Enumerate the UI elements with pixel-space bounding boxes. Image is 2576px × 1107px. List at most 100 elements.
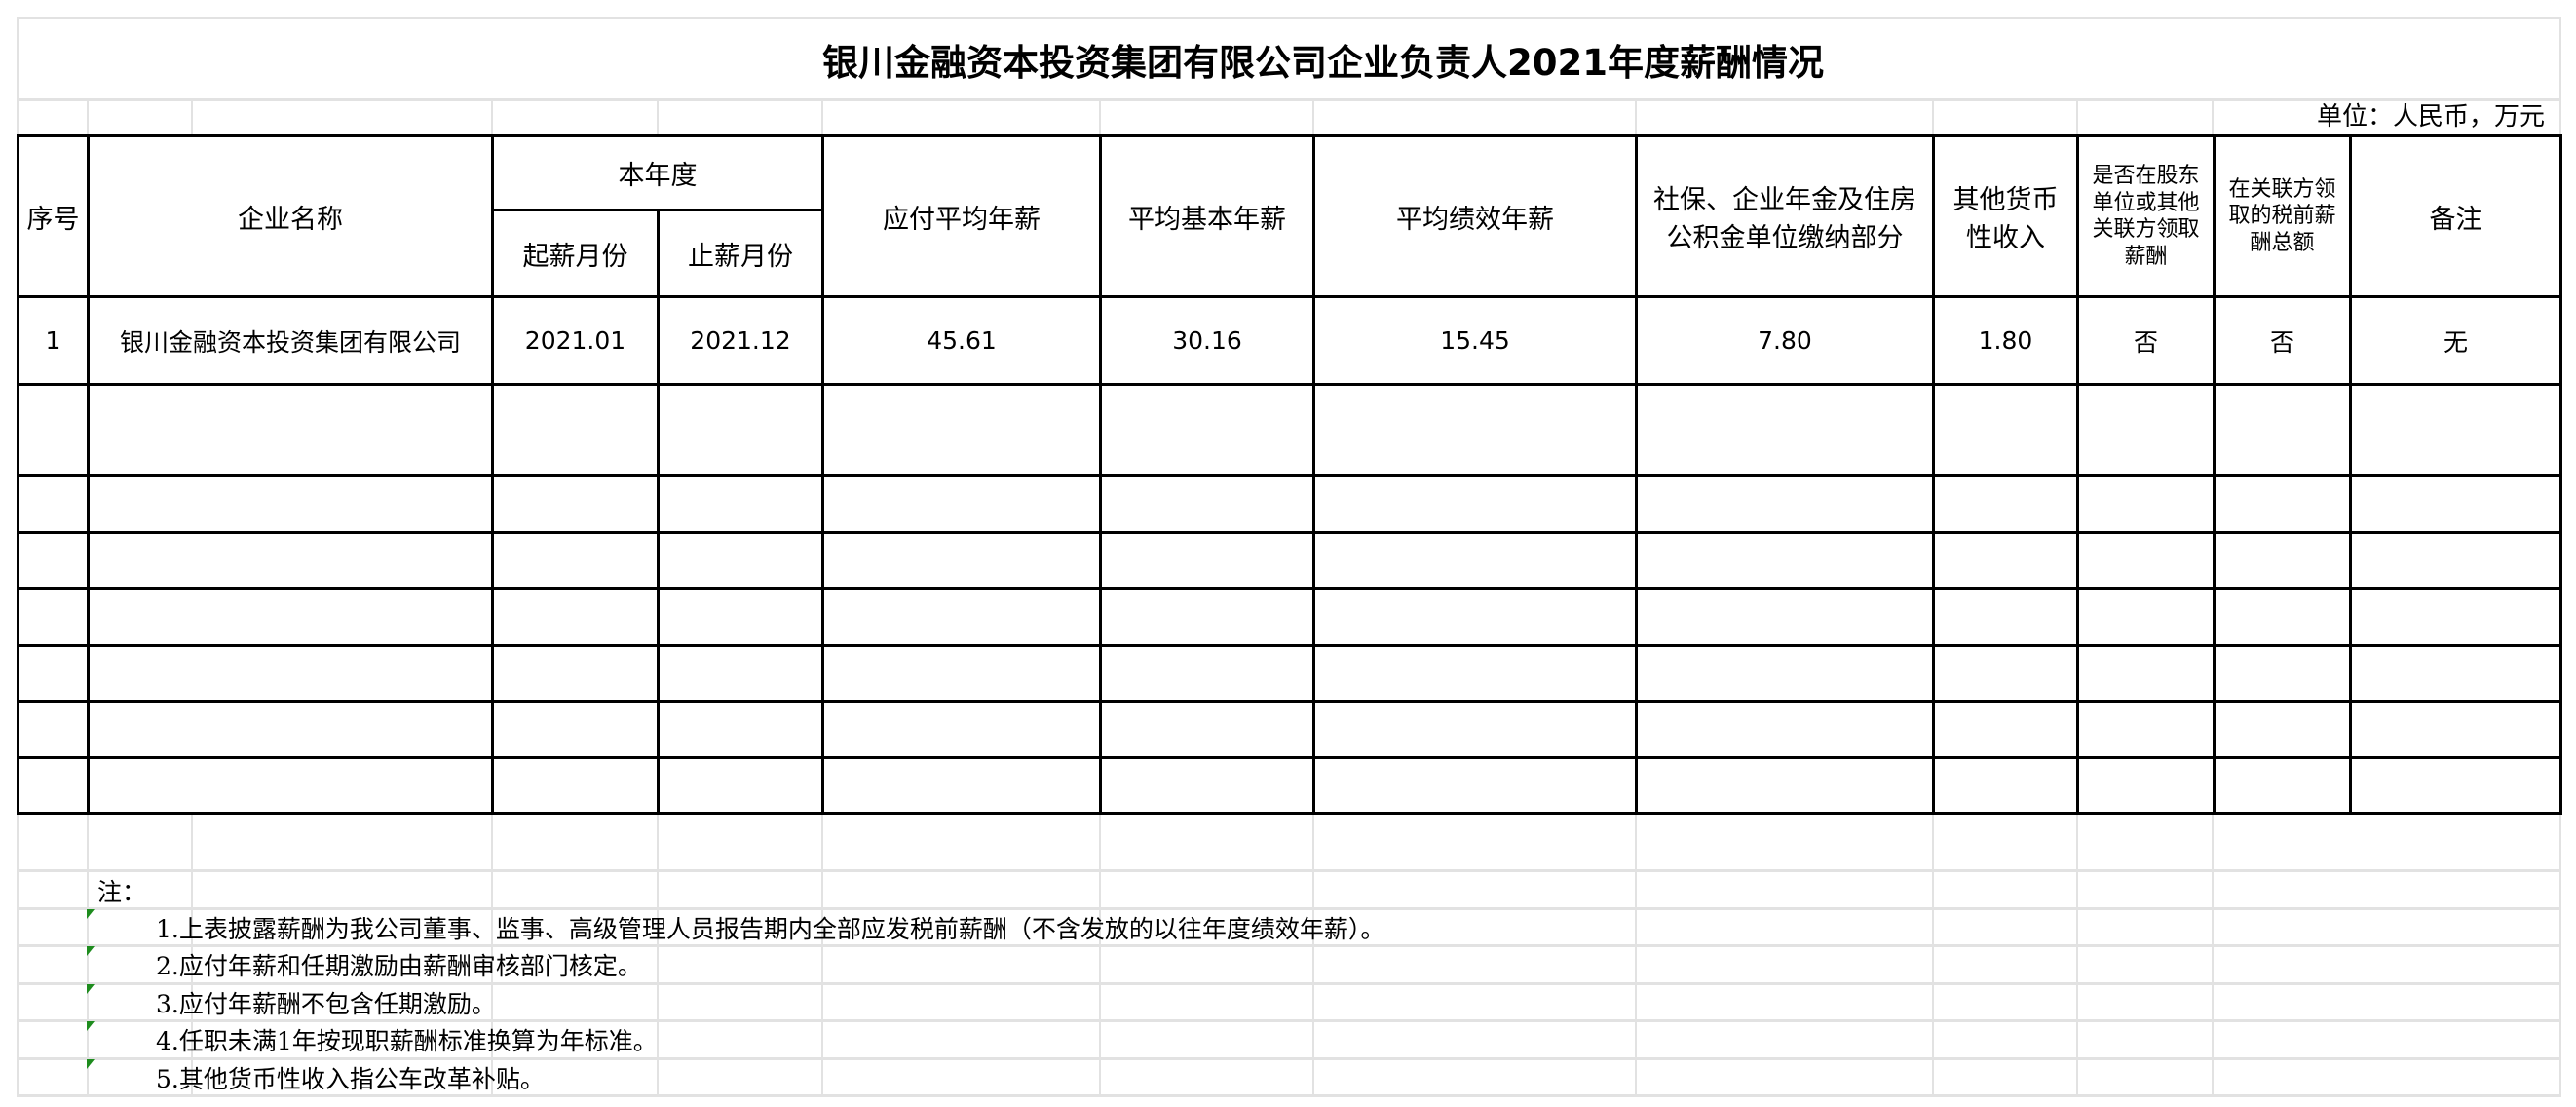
empty-cell xyxy=(657,531,824,590)
comment-indicator xyxy=(87,1021,95,1031)
empty-cell xyxy=(657,383,824,477)
empty-cell xyxy=(2349,531,2562,590)
header-avg-base: 平均基本年薪 xyxy=(1099,134,1315,298)
empty-cell xyxy=(2349,383,2562,477)
empty-cell xyxy=(491,474,660,534)
cell-end-month: 2021.12 xyxy=(657,295,824,386)
table-row xyxy=(17,531,2562,590)
empty-cell xyxy=(491,644,660,703)
empty-cell xyxy=(821,756,1102,815)
table-row xyxy=(17,700,2562,759)
empty-cell xyxy=(657,700,824,759)
cell-start-month: 2021.01 xyxy=(491,295,660,386)
empty-cell xyxy=(821,531,1102,590)
empty-cell xyxy=(2076,756,2216,815)
empty-cell xyxy=(2213,474,2352,534)
empty-cell xyxy=(2213,756,2352,815)
header-start-month: 起薪月份 xyxy=(491,209,660,298)
gridline xyxy=(17,17,2561,19)
empty-cell xyxy=(2349,474,2562,534)
header-this-year: 本年度 xyxy=(491,134,824,211)
empty-cell xyxy=(1099,587,1315,647)
empty-cell xyxy=(2076,474,2216,534)
empty-cell xyxy=(657,587,824,647)
header-seq: 序号 xyxy=(17,134,90,298)
header-avg-perf: 平均绩效年薪 xyxy=(1312,134,1638,298)
gridline xyxy=(17,907,2561,910)
empty-cell xyxy=(2213,383,2352,477)
empty-cell xyxy=(1312,587,1638,647)
empty-cell xyxy=(821,644,1102,703)
header-company: 企业名称 xyxy=(87,134,494,298)
header-social: 社保、企业年金及住房公积金单位缴纳部分 xyxy=(1635,134,1935,298)
table-row xyxy=(17,383,2562,477)
cell-other-income: 1.80 xyxy=(1932,295,2079,386)
empty-cell xyxy=(17,383,90,477)
empty-cell xyxy=(1635,474,1935,534)
unit-label: 单位：人民币，万元 xyxy=(2316,102,2545,132)
empty-cell xyxy=(2076,644,2216,703)
empty-cell xyxy=(2349,756,2562,815)
table-row xyxy=(17,644,2562,703)
empty-cell xyxy=(1635,383,1935,477)
gridline xyxy=(17,1019,2561,1022)
empty-cell xyxy=(1312,474,1638,534)
header-related-pretax: 在关联方领取的税前薪酬总额 xyxy=(2213,134,2352,298)
empty-cell xyxy=(491,756,660,815)
empty-cell xyxy=(87,383,494,477)
salary-table: 序号 企业名称 本年度 应付平均年薪 平均基本年薪 平均绩效年薪 社保、企业年金… xyxy=(17,134,2562,815)
table-row xyxy=(17,756,2562,815)
page-title: 银川金融资本投资集团有限公司企业负责人2021年度薪酬情况 xyxy=(87,19,2559,98)
cell-avg-perf: 15.45 xyxy=(1312,295,1638,386)
empty-cell xyxy=(87,700,494,759)
empty-cell xyxy=(1099,700,1315,759)
header-avg-payable: 应付平均年薪 xyxy=(821,134,1102,298)
empty-cell xyxy=(17,756,90,815)
empty-cell xyxy=(657,474,824,534)
cell-social: 7.80 xyxy=(1635,295,1935,386)
header-end-month: 止薪月份 xyxy=(657,209,824,298)
note-4: 4.任职未满1年按现职薪酬标准换算为年标准。 xyxy=(156,1027,658,1055)
empty-cell xyxy=(2213,587,2352,647)
header-remark: 备注 xyxy=(2349,134,2562,298)
empty-cell xyxy=(1932,756,2079,815)
cell-shareholder-pay: 否 xyxy=(2076,295,2216,386)
empty-cell xyxy=(657,644,824,703)
empty-cell xyxy=(1099,756,1315,815)
note-3: 3.应付年薪酬不包含任期激励。 xyxy=(156,990,496,1018)
empty-cell xyxy=(87,587,494,647)
cell-avg-payable: 45.61 xyxy=(821,295,1102,386)
table-row: 1 银川金融资本投资集团有限公司 2021.01 2021.12 45.61 3… xyxy=(17,295,2562,386)
table-row xyxy=(17,474,2562,534)
empty-cell xyxy=(2076,531,2216,590)
empty-cell xyxy=(1635,700,1935,759)
empty-cell xyxy=(1635,587,1935,647)
empty-cell xyxy=(2349,700,2562,759)
comment-indicator xyxy=(87,909,95,919)
gridline xyxy=(17,1094,2561,1097)
empty-cell xyxy=(1932,700,2079,759)
empty-cell xyxy=(1099,644,1315,703)
empty-cell xyxy=(1932,587,2079,647)
cell-remark: 无 xyxy=(2349,295,2562,386)
empty-cell xyxy=(1312,383,1638,477)
empty-cell xyxy=(2076,587,2216,647)
note-1: 1.上表披露薪酬为我公司董事、监事、高级管理人员报告期内全部应发税前薪酬（不含发… xyxy=(156,915,1385,943)
note-2: 2.应付年薪和任期激励由薪酬审核部门核定。 xyxy=(156,952,642,980)
empty-cell xyxy=(1932,474,2079,534)
gridline xyxy=(17,869,2561,872)
empty-cell xyxy=(17,644,90,703)
empty-cell xyxy=(1099,383,1315,477)
cell-avg-base: 30.16 xyxy=(1099,295,1315,386)
empty-cell xyxy=(1099,474,1315,534)
empty-cell xyxy=(1932,644,2079,703)
empty-cell xyxy=(17,700,90,759)
gridline xyxy=(17,982,2561,985)
empty-cell xyxy=(491,587,660,647)
empty-cell xyxy=(2213,531,2352,590)
comment-indicator xyxy=(87,1059,95,1069)
empty-cell xyxy=(2349,644,2562,703)
gridline xyxy=(17,98,2561,101)
empty-cell xyxy=(2349,587,2562,647)
empty-cell xyxy=(821,383,1102,477)
